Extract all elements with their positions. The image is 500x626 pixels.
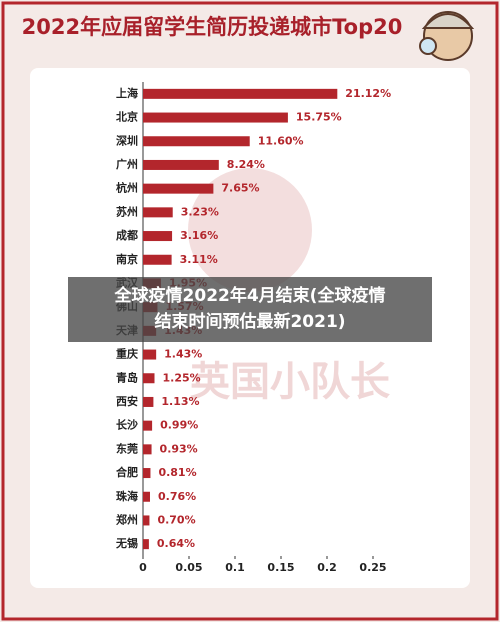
watermark-logo — [188, 168, 312, 292]
value-label: 7.65% — [221, 182, 259, 195]
value-label: 8.24% — [227, 158, 265, 171]
bar — [143, 183, 214, 194]
value-label: 0.99% — [160, 419, 198, 432]
bar — [143, 231, 173, 242]
x-tick-label: 0.1 — [225, 561, 245, 574]
bar — [143, 373, 155, 384]
bar — [143, 207, 173, 218]
watermark: 英国小队长 — [190, 359, 390, 405]
value-label: 3.23% — [181, 205, 219, 218]
overlay-text: 结束时间预估最新2021) — [154, 311, 345, 332]
bar — [143, 349, 157, 360]
y-tick-label: 上海 — [116, 86, 138, 100]
bar — [143, 491, 150, 502]
y-tick-label: 东莞 — [116, 441, 138, 455]
bar — [143, 444, 152, 455]
x-tick-label: 0.05 — [175, 561, 202, 574]
chart-title: 2022年应届留学生简历投递城市Top20 — [22, 15, 403, 39]
bar — [143, 159, 219, 170]
value-label: 0.81% — [158, 466, 196, 479]
y-tick-label: 珠海 — [116, 489, 138, 503]
bar — [143, 396, 154, 407]
bar — [143, 112, 288, 123]
y-tick-label: 郑州 — [116, 512, 138, 526]
x-tick-label: 0 — [139, 561, 147, 574]
value-label: 21.12% — [345, 87, 391, 100]
bar — [143, 88, 338, 99]
value-label: 0.76% — [158, 490, 196, 503]
bar — [143, 136, 250, 147]
y-tick-label: 无锡 — [115, 536, 138, 550]
y-tick-label: 广州 — [116, 157, 138, 171]
bar — [143, 515, 150, 526]
y-tick-label: 苏州 — [116, 204, 138, 218]
x-tick-label: 0.25 — [359, 561, 386, 574]
value-label: 1.43% — [164, 348, 202, 361]
y-tick-label: 长沙 — [116, 418, 138, 432]
bar — [143, 254, 172, 265]
value-label: 11.60% — [258, 134, 304, 147]
x-tick-label: 0.15 — [267, 561, 294, 574]
bar — [143, 468, 151, 479]
overlay-banner — [68, 277, 432, 342]
overlay-text: 全球疫情2022年4月结束(全球疫情 — [114, 285, 386, 306]
y-tick-label: 杭州 — [116, 181, 138, 195]
y-tick-label: 成都 — [116, 228, 138, 242]
value-label: 1.25% — [163, 371, 201, 384]
bar — [143, 539, 149, 550]
y-tick-label: 北京 — [116, 110, 138, 124]
value-label: 3.11% — [180, 253, 218, 266]
bar — [143, 420, 153, 431]
y-tick-label: 深圳 — [116, 133, 138, 147]
value-label: 15.75% — [296, 111, 342, 124]
value-label: 1.13% — [161, 395, 199, 408]
mascot — [419, 11, 475, 61]
y-tick-label: 重庆 — [116, 347, 138, 361]
value-label: 0.64% — [157, 537, 195, 550]
value-label: 3.16% — [180, 229, 218, 242]
y-tick-label: 西安 — [116, 394, 138, 408]
x-tick-label: 0.2 — [317, 561, 337, 574]
value-label: 0.93% — [160, 442, 198, 455]
y-tick-label: 南京 — [116, 252, 138, 266]
y-tick-label: 青岛 — [116, 370, 138, 384]
value-label: 0.70% — [157, 513, 195, 526]
y-tick-label: 合肥 — [116, 465, 138, 479]
